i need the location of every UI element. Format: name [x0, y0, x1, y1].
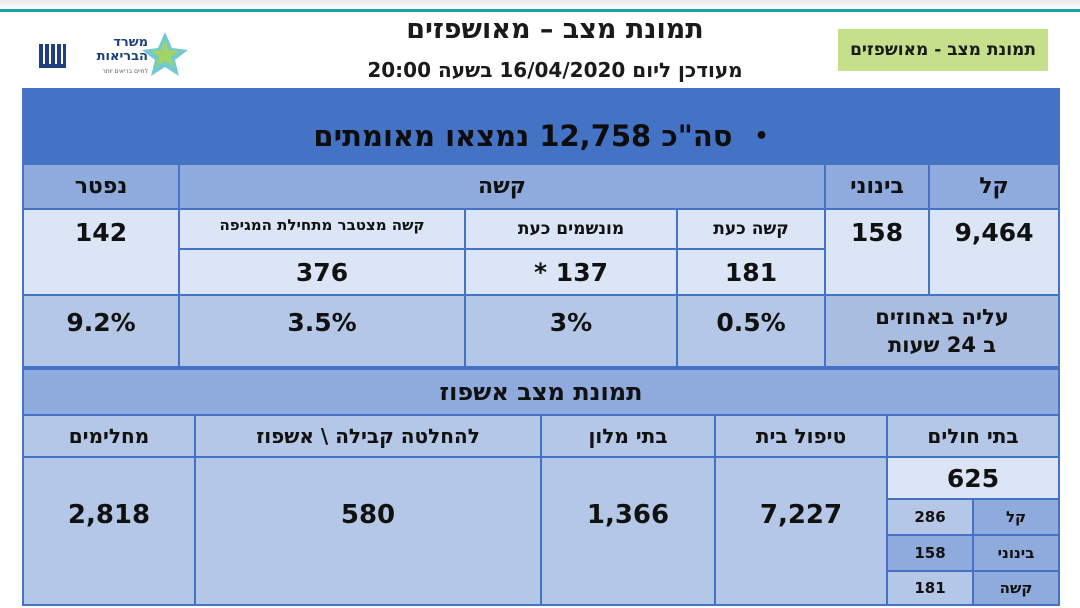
value-moderate-text: 158	[850, 218, 904, 247]
accent-line	[0, 9, 1080, 12]
value-mild-text: 9,464	[954, 218, 1034, 247]
header-moderate: בינוני	[826, 165, 928, 208]
value-deceased: 142	[24, 210, 178, 294]
value-moderate: 158	[826, 210, 928, 294]
total-confirmed: • סה"כ 12,758 נמצאו מאומתים	[22, 112, 1060, 160]
header-recovered: מחלימים	[24, 416, 194, 456]
value-home-care-text: 7,227	[759, 500, 843, 530]
subheader-severe-cumulative: קשה מצטבר מתחילת המגיפה	[180, 210, 464, 248]
increase-label-line1: עליה באחוזים	[875, 305, 1009, 329]
value-deceased-text: 142	[74, 218, 128, 247]
value-recovered: 2,818	[24, 458, 194, 604]
hospitalization-title: תמונת מצב אשפוז	[24, 370, 1058, 414]
header-mild: קל	[930, 165, 1058, 208]
bullet-icon: •	[754, 123, 769, 149]
star-logo-icon	[142, 32, 188, 76]
value-severe-now: 181	[678, 250, 824, 294]
subheader-severe-now: קשה כעת	[678, 210, 824, 248]
value-admission-decision-text: 580	[340, 500, 396, 530]
breakdown-label-severe: קשה	[974, 572, 1058, 604]
increase-label: עליה באחוזים ב 24 שעות	[826, 296, 1058, 366]
menorah-emblem-icon	[36, 40, 68, 72]
header-admission-decision: להחלטה קבילה \ אשפוז	[196, 416, 540, 456]
value-hospitals-total: 625	[888, 458, 1058, 498]
header-deceased: נפטר	[24, 165, 178, 208]
header-home-care: טיפול בית	[716, 416, 886, 456]
value-severe-cumulative: 376	[180, 250, 464, 294]
increase-label-line2: ב 24 שעות	[887, 333, 997, 357]
value-hotels: 1,366	[542, 458, 714, 604]
section-badge: תמונת מצב - מאושפזים	[838, 29, 1048, 71]
value-home-care: 7,227	[716, 458, 886, 604]
breakdown-value-severe: 181	[888, 572, 972, 604]
logo-tagline: לחיים בריאים יותר	[102, 68, 148, 75]
header-hospitals: בתי חולים	[888, 416, 1058, 456]
increase-ventilated-now: 3%	[466, 296, 676, 366]
logo-line1: משרד	[113, 35, 148, 50]
increase-severe-cumulative: 3.5%	[180, 296, 464, 366]
total-confirmed-text: סה"כ 12,758 נמצאו מאומתים	[313, 119, 733, 153]
top-frame	[0, 0, 1080, 10]
header-severe: קשה	[180, 165, 824, 208]
breakdown-value-mild: 286	[888, 500, 972, 534]
logo-wordmark: משרד הבריאות	[88, 36, 148, 64]
page-subtitle: מעודכן ליום 16/04/2020 בשעה 20:00	[367, 58, 743, 82]
ministry-logo: משרד הבריאות לחיים בריאים יותר	[30, 30, 190, 80]
logo-line2: הבריאות	[96, 49, 148, 64]
breakdown-value-moderate: 158	[888, 536, 972, 570]
value-hotels-text: 1,366	[586, 500, 670, 530]
subheader-ventilated-now: מונשמים כעת	[466, 210, 676, 248]
page-title: תמונת מצב – מאושפזים	[406, 14, 704, 45]
value-ventilated-now: 137 *	[466, 250, 676, 294]
increase-severe-now: 0.5%	[678, 296, 824, 366]
breakdown-label-mild: קל	[974, 500, 1058, 534]
breakdown-label-moderate: בינוני	[974, 536, 1058, 570]
value-recovered-text: 2,818	[67, 500, 151, 530]
header-hotels: בתי מלון	[542, 416, 714, 456]
value-admission-decision: 580	[196, 458, 540, 604]
value-mild: 9,464	[930, 210, 1058, 294]
increase-deceased: 9.2%	[24, 296, 178, 366]
